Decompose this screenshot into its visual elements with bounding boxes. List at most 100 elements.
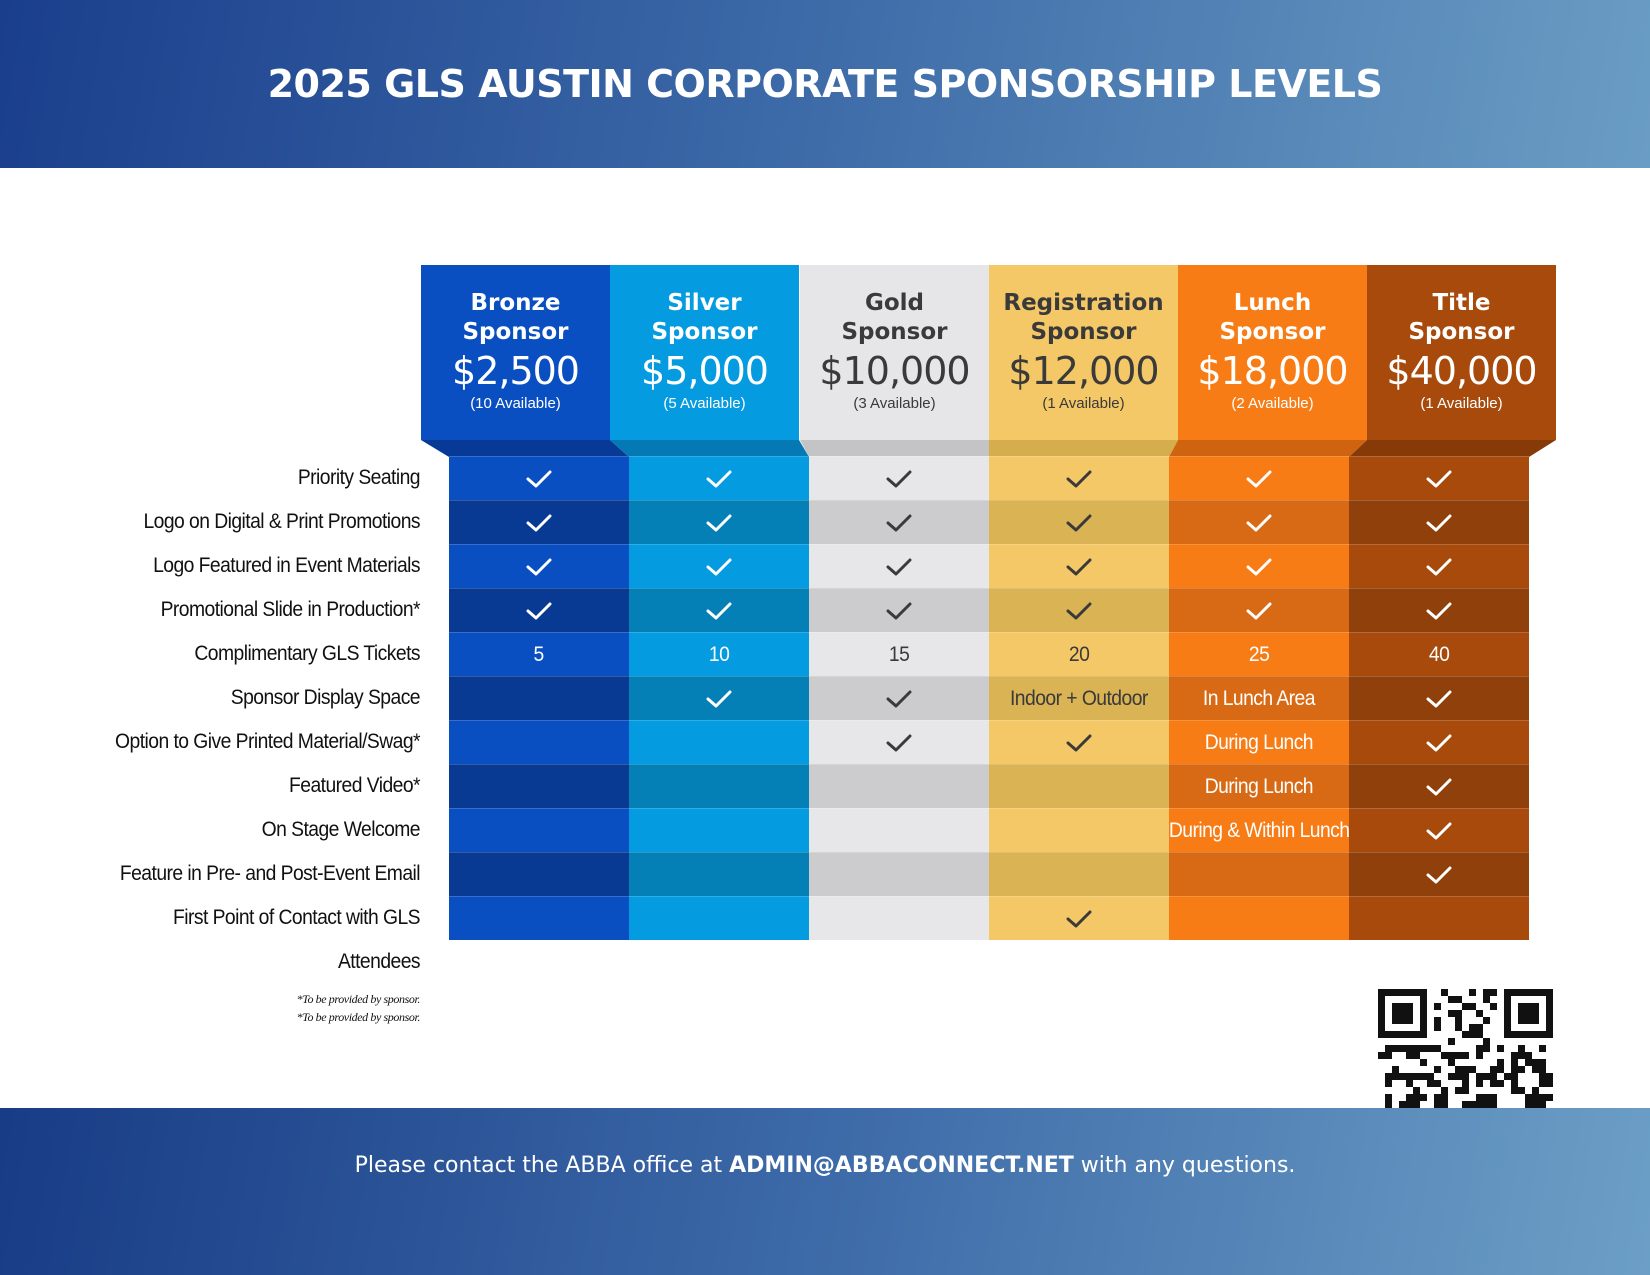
tier-header-fold [1169,440,1367,457]
checkmark-icon [1426,778,1452,795]
contact-message: Please contact the ABBA office at ADMIN@… [0,1153,1650,1178]
tier-header-fold [421,440,629,457]
page-title: 2025 GLS AUSTIN CORPORATE SPONSORSHIP LE… [267,62,1383,106]
contact-prefix: Please contact the ABBA office at [354,1153,730,1178]
cell-value: 5 [533,642,545,666]
tier-header: Bronze Sponsor $2,500 (10 Available) [421,265,610,440]
tier-availability: (5 Available) [663,395,746,412]
table-cell [629,808,809,852]
feature-label: Option to Give Printed Material/Swag* [115,730,421,753]
cell-value: During & Within Lunch [1168,818,1350,842]
checkmark-icon [1426,558,1452,575]
table-cell [809,808,989,852]
checkmark-icon [1426,690,1452,707]
cell-value: 25 [1248,642,1270,666]
tier-header: Gold Sponsor $10,000 (3 Available) [800,265,989,440]
checkmark-icon [706,558,732,575]
tier-price: $10,000 [819,349,970,393]
checkmark-icon [1246,470,1272,487]
table-cell [629,764,809,808]
table-cell [449,764,629,808]
tier-header: Silver Sponsor $5,000 (5 Available) [610,265,799,440]
checkmark-icon [886,602,912,619]
tier-price: $40,000 [1386,349,1537,393]
table-cell [1349,852,1529,896]
tier-header-fold [989,440,1178,457]
footnote: *To be provided by sponsor. [296,992,421,1006]
tier-header: Registration Sponsor $12,000 (1 Available) [989,265,1178,440]
table-cell [809,896,989,940]
table-cell [809,720,989,764]
table-cell [629,456,809,500]
cell-value: 40 [1428,642,1450,666]
footnote: *To be provided by sponsor. [296,1010,421,1024]
table-cell [989,808,1169,852]
checkmark-icon [706,690,732,707]
checkmark-icon [1066,602,1092,619]
checkmark-icon [1426,822,1452,839]
tier-header: Title Sponsor $40,000 (1 Available) [1367,265,1556,440]
checkmark-icon [1426,470,1452,487]
table-cell: 20 [989,632,1169,676]
checkmark-icon [706,514,732,531]
table-cell [1169,852,1349,896]
table-cell [1349,588,1529,632]
feature-label: Logo on Digital & Print Promotions [143,510,420,533]
checkmark-icon [1066,470,1092,487]
table-cell [1349,500,1529,544]
table-cell: 10 [629,632,809,676]
table-cell [629,676,809,720]
table-cell [629,896,809,940]
checkmark-icon [1426,602,1452,619]
tier-availability: (2 Available) [1231,395,1314,412]
table-cell [1349,676,1529,720]
table-cell [809,852,989,896]
checkmark-icon [886,514,912,531]
table-cell [1169,588,1349,632]
checkmark-icon [706,602,732,619]
feature-label: First Point of Contact with GLS Attendee… [172,906,421,973]
tier-name: Registration Sponsor [1003,290,1164,345]
table-cell [1349,808,1529,852]
table-cell: In Lunch Area [1169,676,1349,720]
table-cell: During Lunch [1169,764,1349,808]
table-cell [629,500,809,544]
table-cell [449,544,629,588]
feature-label: Logo Featured in Event Materials [153,554,420,577]
cell-value: During Lunch [1204,730,1314,754]
table-cell [809,544,989,588]
table-cell [629,852,809,896]
cell-value: 15 [888,642,910,666]
feature-label: Feature in Pre- and Post-Event Email [119,862,421,885]
table-cell [989,500,1169,544]
checkmark-icon [526,514,552,531]
tier-price: $12,000 [1008,349,1159,393]
table-cell [989,456,1169,500]
checkmark-icon [526,558,552,575]
table-cell [629,544,809,588]
table-cell [989,720,1169,764]
contact-suffix: with any questions. [1073,1153,1296,1178]
tier-price: $5,000 [641,349,769,393]
tier-header-fold [800,440,989,457]
table-cell [1169,544,1349,588]
feature-label: On Stage Welcome [261,818,421,841]
table-cell [1349,544,1529,588]
table-cell: 15 [809,632,989,676]
table-cell [449,896,629,940]
checkmark-icon [886,470,912,487]
table-cell [1169,500,1349,544]
checkmark-icon [886,558,912,575]
table-cell [1349,456,1529,500]
checkmark-icon [1066,558,1092,575]
table-cell [449,808,629,852]
feature-label: Complimentary GLS Tickets [194,642,420,665]
cell-value: 20 [1068,642,1090,666]
table-cell [1169,896,1349,940]
table-cell [989,588,1169,632]
table-cell [1349,896,1529,940]
table-cell [449,456,629,500]
table-cell [449,588,629,632]
contact-email-link[interactable]: ADMIN@ABBACONNECT.NET [729,1153,1074,1178]
checkmark-icon [1246,558,1272,575]
